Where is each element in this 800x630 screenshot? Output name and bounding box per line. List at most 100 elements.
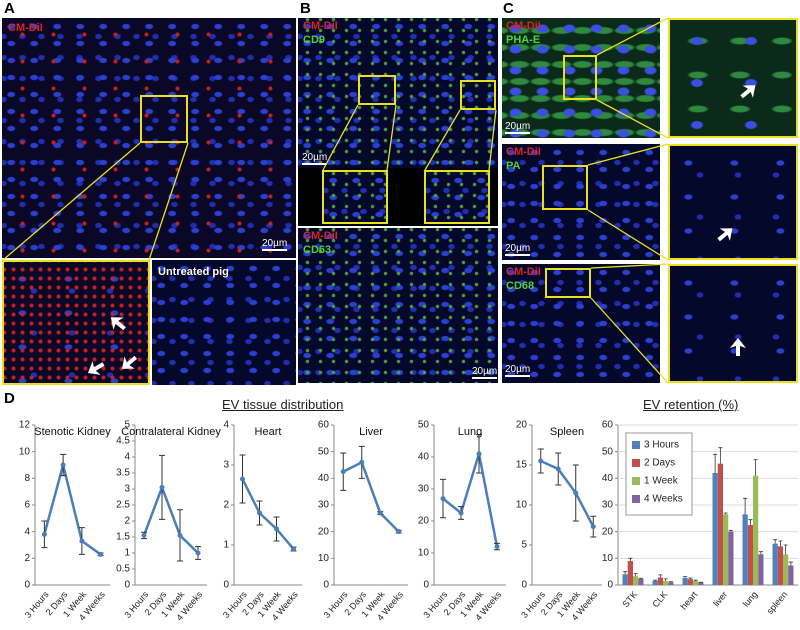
y-tick-label: 60 — [318, 420, 330, 431]
section-heading: EV tissue distribution — [222, 397, 344, 412]
error-bar — [693, 579, 698, 581]
y-tick-label: 0 — [223, 580, 229, 591]
chart-title: Lung — [457, 426, 483, 438]
y-tick-label: 1 — [124, 548, 130, 559]
error-bar — [758, 551, 763, 555]
zoom-inset — [424, 170, 490, 224]
data-point — [538, 458, 544, 464]
y-tick-label: 40 — [602, 473, 614, 484]
bar — [663, 581, 669, 585]
zoom-box — [358, 75, 396, 105]
error-bar — [658, 574, 663, 578]
x-tick-label: STK — [620, 589, 639, 609]
panel-label: C — [503, 0, 514, 17]
x-tick-label: 3 Hours — [23, 589, 51, 620]
bar — [728, 531, 734, 585]
bar — [753, 475, 759, 585]
bar — [712, 473, 718, 585]
bar — [668, 582, 674, 585]
chart-title: Spleen — [549, 426, 585, 438]
chart-title: Heart — [254, 426, 282, 438]
stain-label: CM-DiI — [506, 146, 541, 158]
bar — [627, 561, 633, 585]
data-point — [377, 510, 383, 516]
micrograph — [502, 18, 660, 138]
x-tick-label: 3 Hours — [322, 589, 350, 620]
micrograph — [2, 18, 296, 258]
data-point — [240, 476, 245, 482]
data-point — [195, 550, 201, 556]
bar — [717, 463, 723, 585]
data-point — [458, 510, 464, 516]
y-tick-label: 5 — [521, 540, 527, 551]
error-bar — [668, 581, 673, 583]
error-bar — [628, 557, 633, 561]
y-tick-label: 0 — [607, 580, 613, 591]
data-point — [274, 526, 279, 532]
legend-swatch — [632, 477, 640, 485]
y-tick-label: 10 — [19, 446, 31, 457]
zoom-connectors — [2, 17, 756, 384]
y-tick-label: 12 — [19, 420, 31, 431]
y-tick-label: 1 — [223, 540, 229, 551]
error-bar — [623, 571, 628, 575]
y-tick-label: 30 — [418, 484, 430, 495]
y-tick-label: 3.5 — [116, 468, 130, 479]
panel-label: D — [4, 390, 15, 407]
stain-label: CM-DiI — [506, 266, 541, 278]
legend-swatch — [632, 441, 640, 449]
bar — [777, 546, 783, 585]
x-tick-label: spleen — [765, 589, 790, 616]
y-tick-label: 0 — [24, 580, 30, 591]
data-point — [590, 524, 596, 530]
data-point — [440, 496, 446, 502]
bar — [758, 554, 764, 585]
zoom-inset — [668, 18, 798, 138]
y-tick-label: 20 — [418, 516, 430, 527]
error-bar — [688, 577, 693, 580]
y-tick-label: 3 — [223, 460, 229, 471]
y-tick-label: 0 — [423, 580, 429, 591]
x-tick-label: 3 Hours — [421, 589, 449, 620]
zoom-box — [542, 165, 588, 210]
micrograph — [502, 144, 660, 260]
bar — [682, 577, 688, 585]
micrograph — [502, 264, 660, 383]
y-tick-label: 50 — [602, 446, 614, 457]
data-line — [540, 459, 595, 528]
micrograph — [152, 260, 296, 385]
zoom-inset — [668, 264, 798, 383]
zoom-box — [140, 95, 188, 143]
y-tick-label: 15 — [516, 460, 528, 471]
data-point — [98, 551, 104, 557]
bar — [693, 581, 699, 585]
error-bar — [778, 540, 783, 547]
data-point — [291, 546, 296, 552]
y-tick-label: 10 — [318, 553, 330, 564]
scale-bar: 20µm — [505, 121, 531, 134]
bar — [742, 514, 748, 585]
y-tick-label: 8 — [24, 473, 30, 484]
y-tick-label: 10 — [418, 548, 430, 559]
y-tick-label: 2 — [124, 516, 130, 527]
error-bar — [728, 529, 733, 532]
micrograph — [298, 18, 498, 168]
data-point — [476, 451, 482, 457]
y-tick-label: 0.5 — [116, 564, 130, 575]
y-tick-label: 20 — [318, 526, 330, 537]
error-bar — [753, 459, 758, 476]
legend-swatch — [632, 459, 640, 467]
bar — [638, 578, 644, 585]
y-tick-label: 4 — [124, 452, 130, 463]
data-line — [142, 483, 199, 554]
data-line — [342, 460, 400, 533]
y-tick-label: 10 — [602, 553, 614, 564]
data-point — [257, 510, 262, 516]
bar — [698, 582, 704, 585]
data-line — [43, 460, 102, 556]
stain-label: PHA-E — [506, 34, 541, 46]
zoom-box — [563, 55, 597, 100]
bar — [633, 576, 639, 585]
bar — [747, 525, 753, 585]
x-tick-label: CLK — [650, 589, 669, 609]
